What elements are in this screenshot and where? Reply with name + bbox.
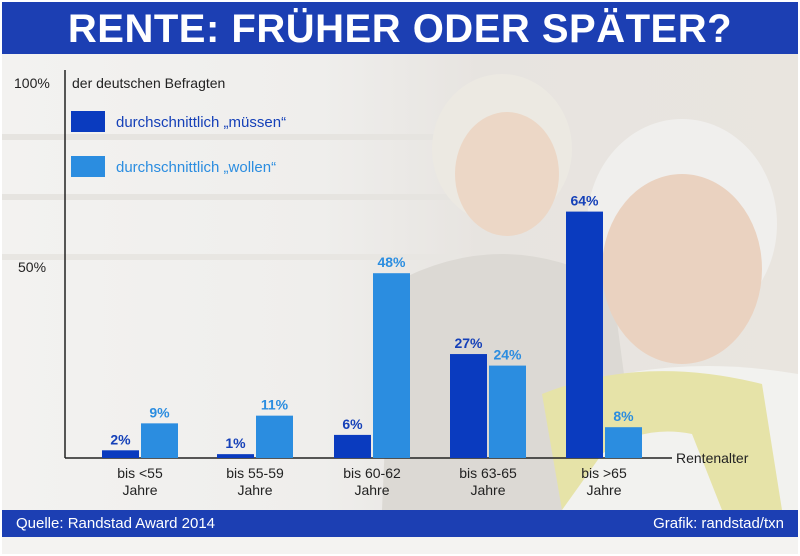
data-label-muessen-2: 6% — [342, 416, 363, 432]
x-tick-label-0-0: bis <55 — [117, 465, 163, 481]
bar-muessen-1 — [217, 454, 254, 458]
y-tick-50: 50% — [18, 259, 46, 275]
x-tick-label-3-1: Jahre — [470, 482, 505, 498]
legend-swatch-muessen — [71, 111, 105, 132]
y-tick-100: 100% — [14, 75, 50, 91]
x-tick-label-4-1: Jahre — [586, 482, 621, 498]
footer-bar: Quelle: Randstad Award 2014 Grafik: rand… — [2, 510, 798, 537]
bar-wollen-1 — [256, 415, 293, 458]
bars-group: 2% 9% 1% 11% 6% 48% 27% 24% 64% 8% — [102, 193, 642, 458]
legend-label-muessen: durchschnittlich „müssen“ — [116, 114, 286, 131]
data-label-wollen-3: 24% — [493, 347, 522, 363]
x-tick-label-4-0: bis >65 — [581, 465, 627, 481]
x-tick-label-0-1: Jahre — [122, 482, 157, 498]
source-note: Quelle: Randstad Award 2014 — [16, 515, 216, 532]
data-label-wollen-4: 8% — [613, 408, 634, 424]
legend-swatch-wollen — [71, 156, 105, 177]
x-tick-label-2-1: Jahre — [354, 482, 389, 498]
legend-label-wollen: durchschnittlich „wollen“ — [116, 159, 276, 176]
x-tick-label-3-0: bis 63-65 — [459, 465, 517, 481]
bar-muessen-0 — [102, 450, 139, 458]
data-label-muessen-3: 27% — [454, 335, 483, 351]
data-label-muessen-0: 2% — [110, 431, 131, 447]
bar-wollen-3 — [489, 365, 526, 458]
background-photo — [2, 54, 798, 510]
x-tick-label-2-0: bis 60-62 — [343, 465, 401, 481]
credit-note: Grafik: randstad/txn — [653, 515, 784, 532]
bar-muessen-3 — [450, 354, 487, 458]
x-tick-label-1-1: Jahre — [237, 482, 272, 498]
y-axis-description: der deutschen Befragten — [72, 75, 225, 91]
data-label-muessen-4: 64% — [570, 193, 599, 209]
x-tick-label-1-0: bis 55-59 — [226, 465, 284, 481]
bar-muessen-4 — [566, 211, 603, 458]
data-label-wollen-1: 11% — [261, 397, 289, 413]
data-label-wollen-2: 48% — [377, 254, 406, 270]
x-axis-label: Rentenalter — [676, 450, 749, 466]
bar-wollen-2 — [373, 273, 410, 458]
data-label-wollen-0: 9% — [149, 404, 170, 420]
bar-wollen-0 — [141, 423, 178, 458]
chart-title: RENTE: FRÜHER ODER SPÄTER? — [2, 2, 798, 54]
data-label-muessen-1: 1% — [225, 435, 246, 451]
bar-muessen-2 — [334, 434, 371, 458]
bar-wollen-4 — [605, 427, 642, 458]
